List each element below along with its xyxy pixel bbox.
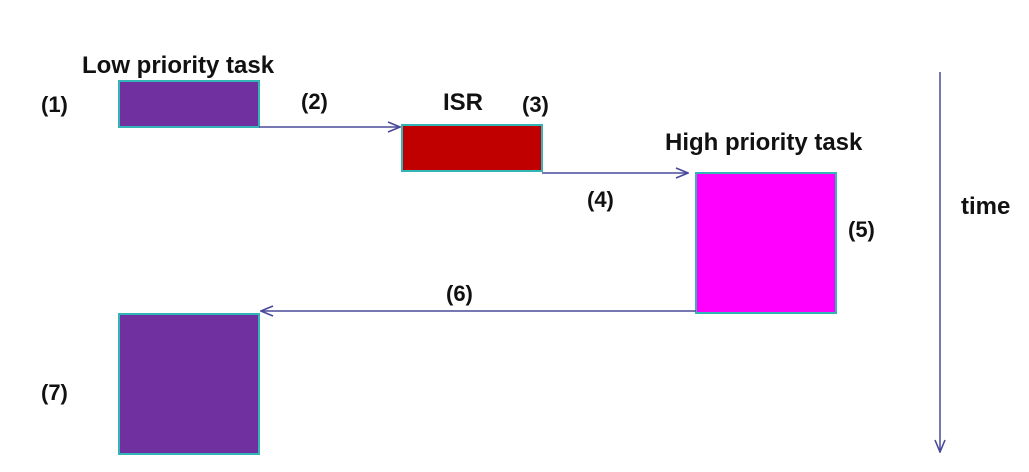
high-priority-task-label: High priority task <box>665 129 863 156</box>
step-6-label: (6) <box>446 281 473 306</box>
isr-block <box>401 124 543 172</box>
isr-label: ISR <box>443 89 484 116</box>
step-1-label: (1) <box>41 92 68 117</box>
low-priority-task-block <box>118 80 260 128</box>
high-priority-task-block <box>695 172 837 314</box>
step-4-label: (4) <box>587 187 614 212</box>
low-priority-task-label: Low priority task <box>82 52 275 79</box>
time-axis-label: time <box>961 193 1011 220</box>
step-2-label: (2) <box>301 89 328 114</box>
step-5-label: (5) <box>848 217 875 242</box>
step-3-label: (3) <box>522 92 549 117</box>
step-7-label: (7) <box>41 380 68 405</box>
resumed-low-priority-task-block <box>118 313 260 455</box>
